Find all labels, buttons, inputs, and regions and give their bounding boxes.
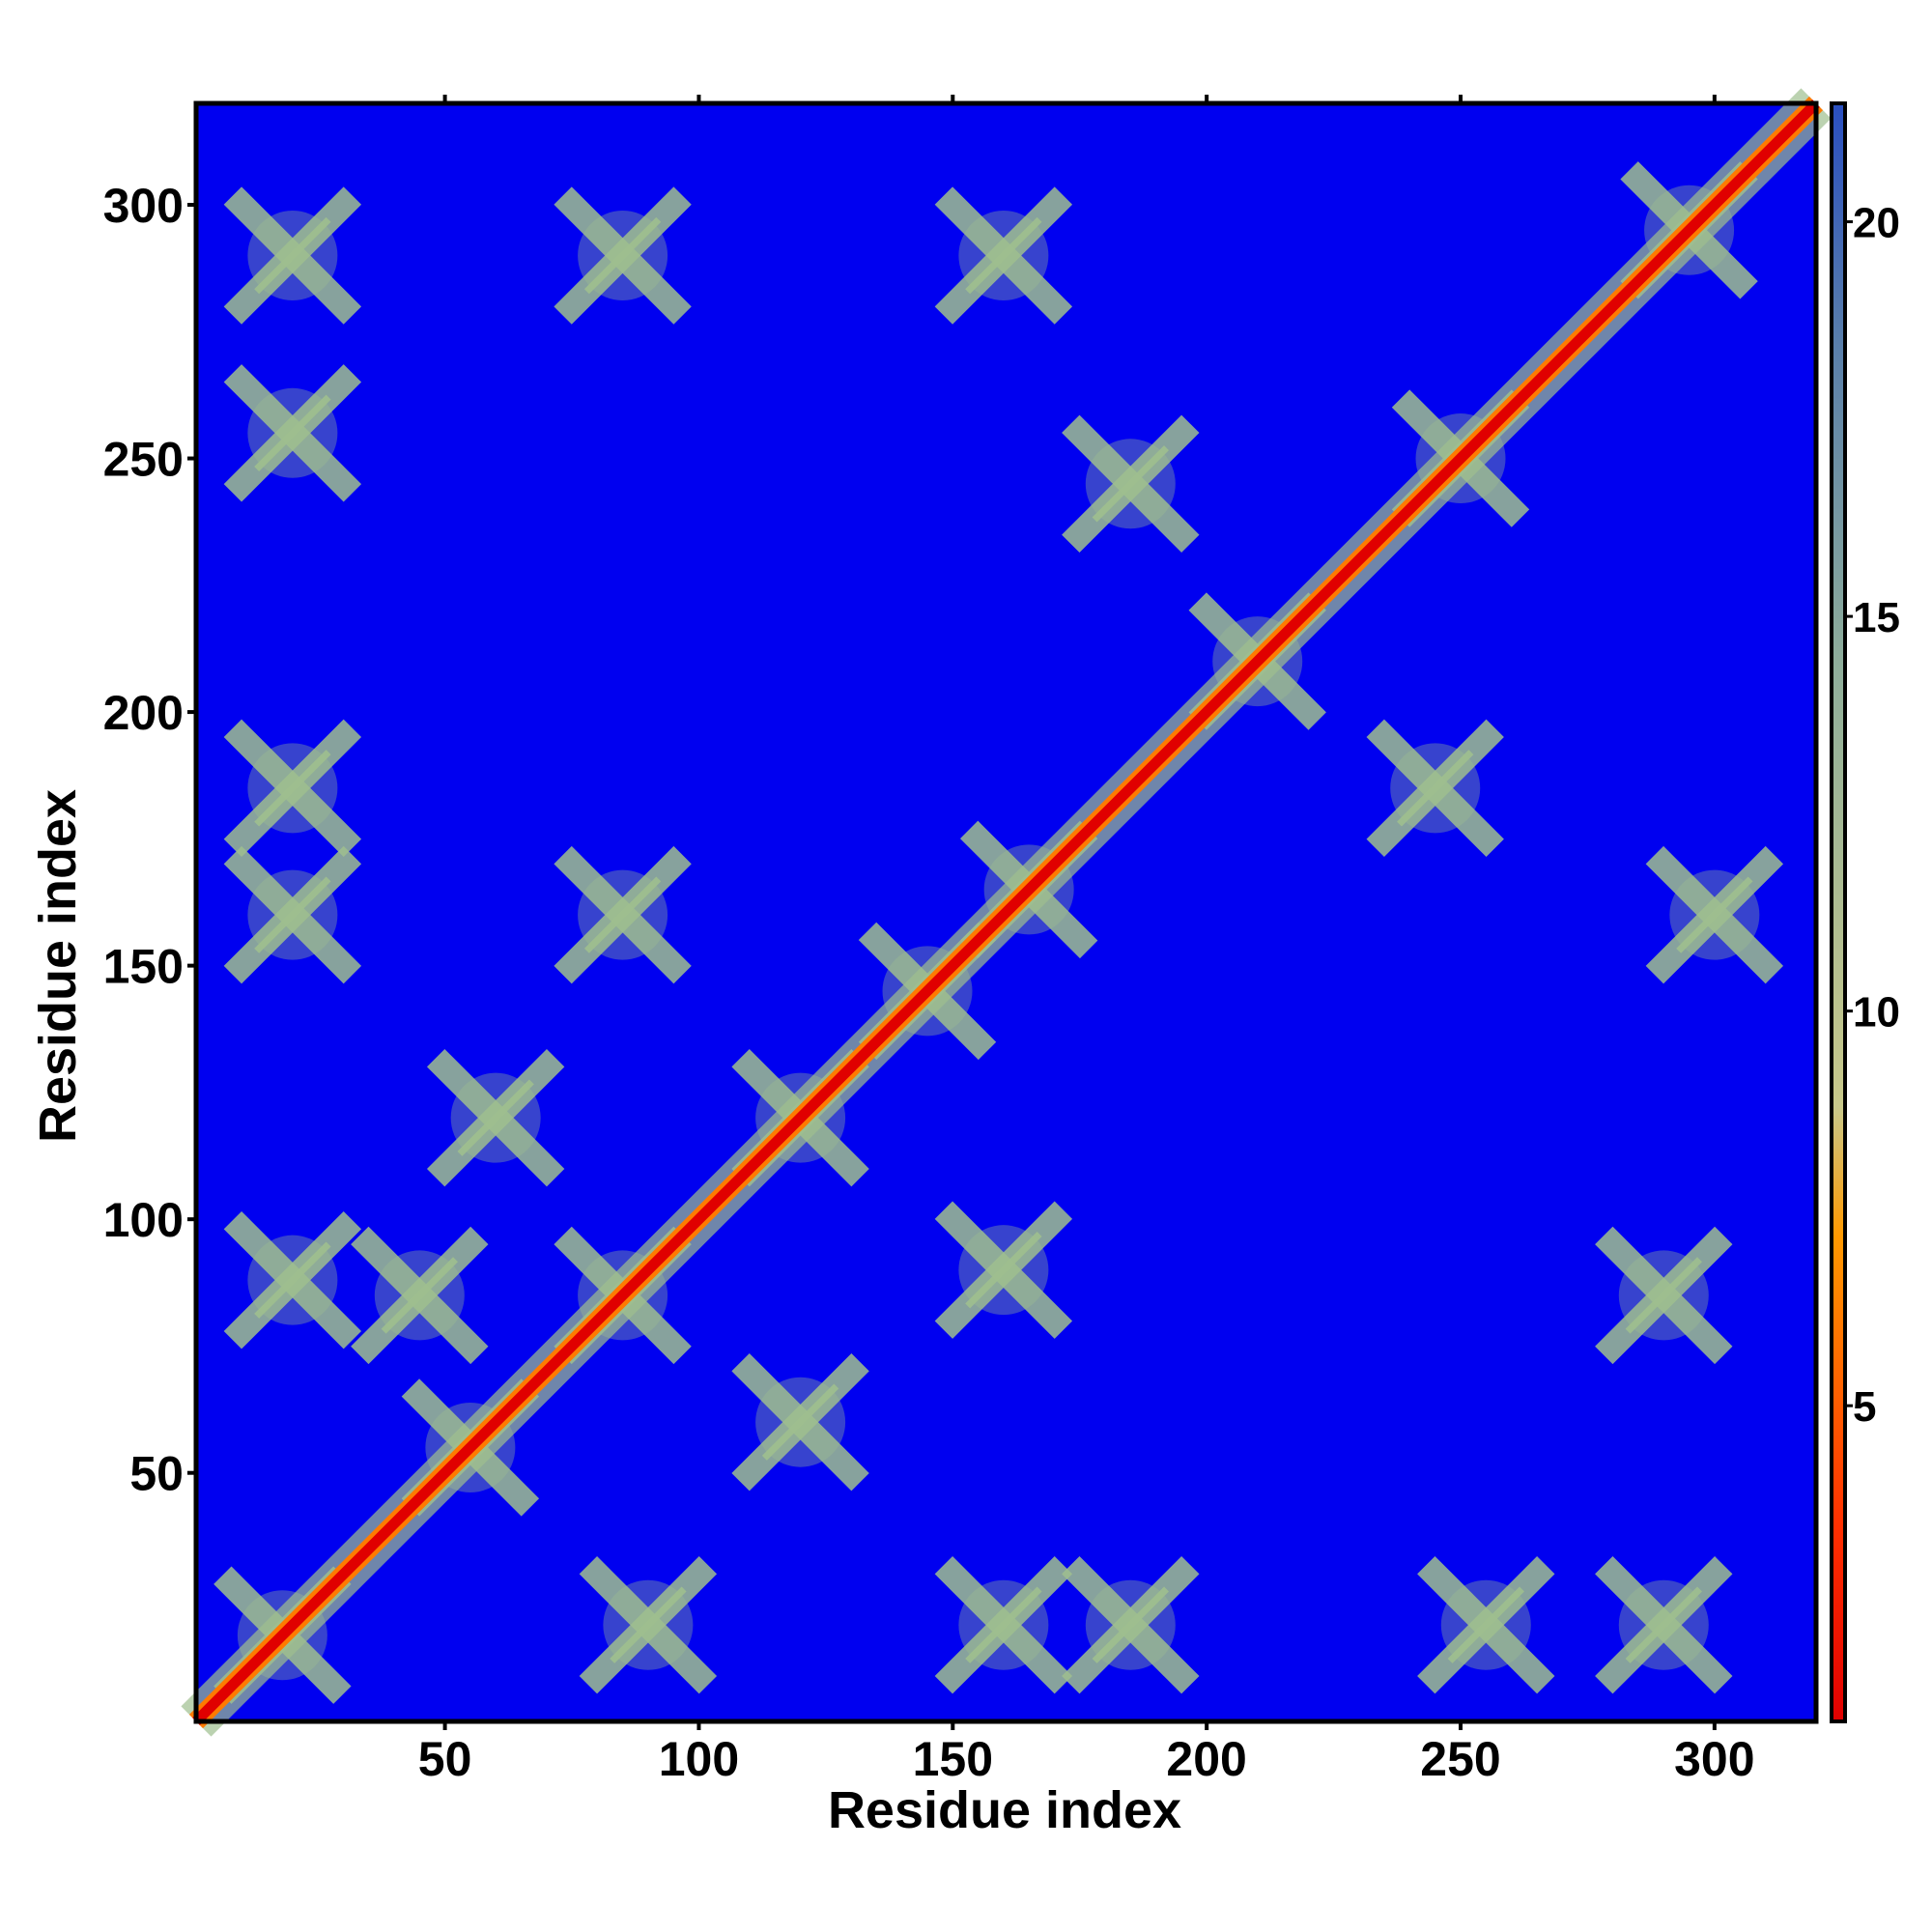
axes: 50 100 150 200 250 300 50 100 150 200 250 300 xyxy=(103,95,1819,1786)
contact-cluster xyxy=(934,1556,1073,1694)
heatmap-plot-area xyxy=(181,88,1832,1737)
contact-cluster xyxy=(934,1201,1073,1339)
y-tick-label: 300 xyxy=(103,179,184,233)
cluster-core xyxy=(1676,876,1753,953)
cluster-core xyxy=(254,750,331,827)
cluster-core xyxy=(254,1241,331,1319)
contact-cluster xyxy=(426,1048,565,1187)
cluster-core xyxy=(965,1586,1042,1663)
contact-cluster xyxy=(223,719,362,858)
cluster-core xyxy=(254,216,331,295)
contact-cluster xyxy=(1062,1556,1200,1694)
contact-cluster xyxy=(1595,1556,1733,1694)
cluster-core xyxy=(965,216,1042,295)
colorbar-tick-label: 15 xyxy=(1853,594,1900,641)
y-tick-label: 200 xyxy=(103,686,184,740)
cluster-core xyxy=(1092,445,1169,523)
contact-cluster xyxy=(223,845,362,984)
colorbar-gradient xyxy=(1830,101,1847,1723)
contact-cluster xyxy=(934,186,1073,325)
contact-cluster xyxy=(554,186,692,325)
cluster-core xyxy=(1625,1586,1702,1663)
cluster-core xyxy=(457,1079,534,1156)
y-tick-label: 250 xyxy=(103,433,184,487)
y-tick-label: 50 xyxy=(129,1447,184,1501)
colorbar-tick-label: 20 xyxy=(1853,200,1900,247)
colorbar-tick-label: 10 xyxy=(1853,989,1900,1037)
x-tick-label: 200 xyxy=(1166,1732,1246,1786)
cluster-core xyxy=(1625,1257,1702,1334)
cluster-core xyxy=(1092,1586,1169,1663)
cluster-core xyxy=(761,1383,839,1461)
contact-cluster xyxy=(579,1556,718,1694)
contact-cluster xyxy=(1062,414,1200,554)
contact-cluster xyxy=(731,1353,869,1492)
cluster-core xyxy=(1447,1586,1524,1663)
colorbar-tick-label: 5 xyxy=(1853,1383,1876,1431)
contact-cluster xyxy=(223,186,362,325)
cluster-core xyxy=(583,876,662,953)
x-tick-label: 250 xyxy=(1420,1732,1500,1786)
colorbar: 5 10 15 20 xyxy=(1830,101,1900,1723)
x-tick-label: 300 xyxy=(1674,1732,1754,1786)
x-tick-label: 50 xyxy=(418,1732,472,1786)
y-tick-label: 100 xyxy=(103,1193,184,1247)
cluster-core xyxy=(583,216,662,295)
contact-cluster xyxy=(554,845,692,984)
contact-cluster xyxy=(1645,845,1784,984)
plot-frame xyxy=(193,100,1819,1724)
contact-cluster xyxy=(1366,719,1504,858)
cluster-core xyxy=(381,1257,458,1334)
cluster-core xyxy=(965,1232,1042,1309)
cluster-core xyxy=(610,1586,687,1663)
cluster-core xyxy=(1397,750,1474,827)
x-tick-label: 150 xyxy=(913,1732,993,1786)
y-axis-title: Residue index xyxy=(29,789,87,1143)
contact-cluster xyxy=(351,1226,489,1365)
cluster-core xyxy=(254,876,331,953)
x-axis-title: Residue index xyxy=(828,1781,1181,1839)
contact-cluster xyxy=(223,1210,362,1350)
x-tick-label: 100 xyxy=(659,1732,739,1786)
y-tick-label: 150 xyxy=(103,940,184,994)
diagonal-band xyxy=(192,99,1820,1725)
contact-cluster xyxy=(223,364,362,502)
cluster-core xyxy=(254,394,331,471)
contact-cluster xyxy=(1417,1556,1555,1694)
contact-cluster xyxy=(1595,1226,1733,1365)
